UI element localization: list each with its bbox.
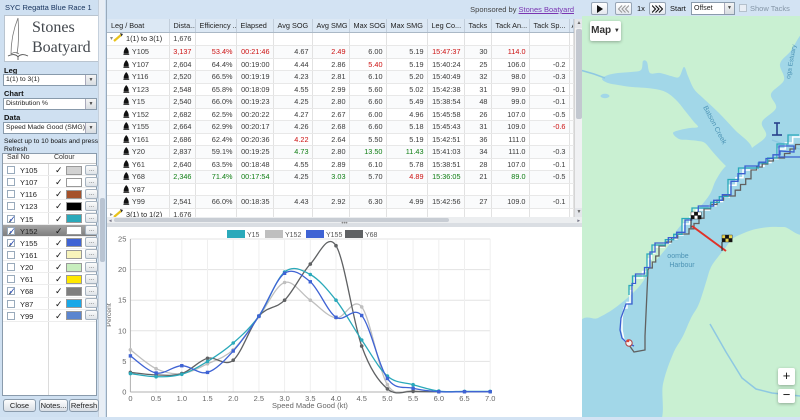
svg-text:6.0: 6.0 <box>434 394 444 403</box>
svg-text:Y68: Y68 <box>365 232 378 239</box>
svg-text:3.0: 3.0 <box>279 394 289 403</box>
svg-text:2.5: 2.5 <box>254 394 264 403</box>
svg-text:Y155: Y155 <box>326 232 342 239</box>
svg-text:1.5: 1.5 <box>202 394 212 403</box>
svg-text:5: 5 <box>122 357 126 366</box>
svg-text:5.5: 5.5 <box>408 394 418 403</box>
svg-text:0: 0 <box>122 388 126 397</box>
svg-text:Percent: Percent <box>107 303 113 327</box>
svg-text:Harbour: Harbour <box>669 262 695 269</box>
svg-text:4.0: 4.0 <box>331 394 341 403</box>
svg-text:0: 0 <box>128 394 132 403</box>
svg-text:20: 20 <box>118 265 126 274</box>
svg-text:2.0: 2.0 <box>228 394 238 403</box>
svg-text:10: 10 <box>118 326 126 335</box>
svg-text:Y152: Y152 <box>285 232 301 239</box>
svg-text:7.0: 7.0 <box>485 394 495 403</box>
svg-text:0.5: 0.5 <box>151 394 161 403</box>
svg-text:15: 15 <box>118 296 126 305</box>
svg-text:Y15: Y15 <box>247 232 260 239</box>
svg-text:6.5: 6.5 <box>459 394 469 403</box>
svg-text:4.5: 4.5 <box>356 394 366 403</box>
svg-text:Speed Made Good (kt): Speed Made Good (kt) <box>272 401 348 410</box>
svg-text:5.0: 5.0 <box>382 394 392 403</box>
svg-text:1.0: 1.0 <box>177 394 187 403</box>
svg-text:3.5: 3.5 <box>305 394 315 403</box>
svg-text:oombe: oombe <box>667 253 689 260</box>
svg-text:25: 25 <box>118 235 126 244</box>
